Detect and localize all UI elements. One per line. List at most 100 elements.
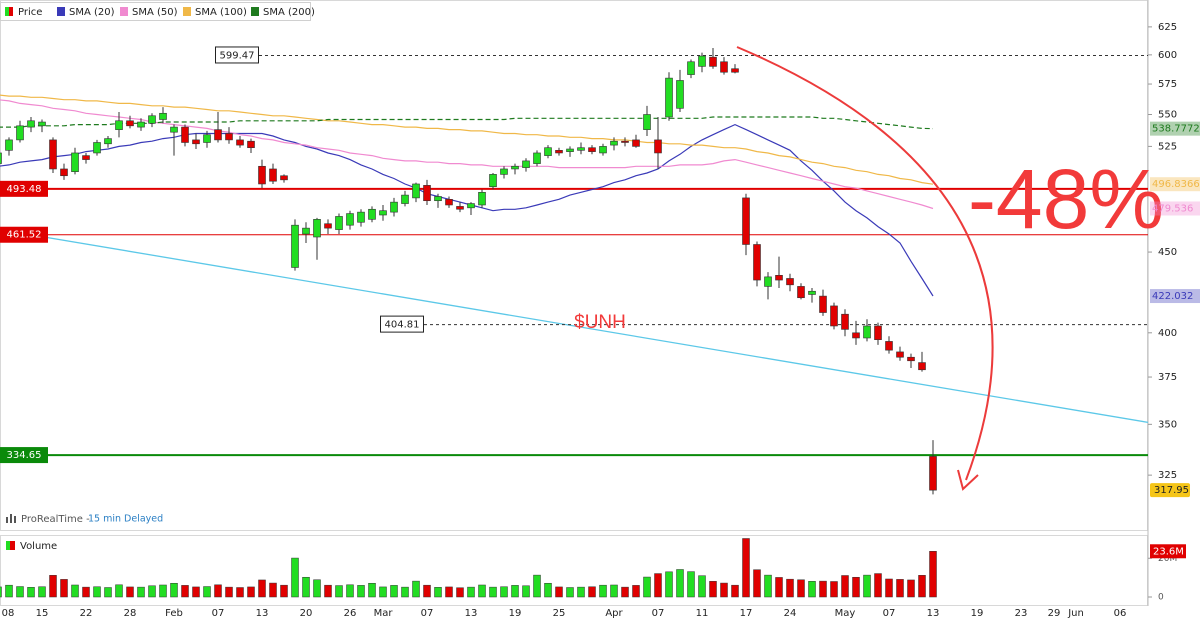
legend-swatch: [120, 7, 128, 16]
volume-bar: [698, 575, 706, 598]
x-tick-label: May: [835, 608, 856, 619]
volume-bar: [16, 586, 24, 598]
candle-body: [819, 295, 827, 313]
candle-body: [742, 197, 750, 245]
volume-bar: [478, 584, 486, 598]
candle-body: [390, 201, 398, 213]
candle-body: [808, 290, 816, 295]
candle-body: [500, 168, 508, 175]
candle-body: [313, 219, 321, 238]
volume-bar: [60, 579, 68, 598]
x-tick-label: 11: [696, 608, 709, 619]
candle-body: [137, 121, 145, 128]
volume-bar: [313, 579, 321, 598]
change-annotation: -48%: [968, 152, 1164, 246]
volume-bar: [753, 569, 761, 598]
sma-line: [0, 123, 934, 297]
candle-body: [566, 148, 574, 152]
volume-bar: [71, 584, 79, 598]
volume-bar: [500, 586, 508, 598]
volume-bar: [258, 579, 266, 598]
volume-bar: [533, 574, 541, 598]
volume-bar: [445, 586, 453, 598]
volume-bar: [665, 571, 673, 598]
candle-body: [27, 120, 35, 128]
level-label: 461.52: [7, 230, 42, 241]
volume-bar: [192, 586, 200, 598]
volume-bar: [368, 582, 376, 598]
candle-body: [214, 129, 222, 141]
volume-bar: [489, 586, 497, 598]
volume-tag: [1150, 544, 1186, 559]
y-tick-label: 625: [1158, 22, 1177, 33]
legend-label: SMA (50): [132, 7, 178, 18]
level-label: 404.81: [385, 320, 420, 331]
x-tick-label: 24: [784, 608, 797, 619]
volume-bar: [225, 586, 233, 598]
volume-bar: [863, 574, 871, 598]
level-label: 493.48: [7, 184, 42, 195]
candle-body: [665, 77, 673, 118]
candle-body: [599, 146, 607, 154]
arrow-head: [957, 469, 979, 491]
legend-swatch: [251, 7, 259, 16]
candle-body: [918, 362, 926, 371]
candle-body: [577, 147, 585, 151]
volume-bar: [731, 584, 739, 598]
level-tag: [0, 447, 48, 464]
volume-bar: [401, 586, 409, 598]
candle-body: [511, 165, 519, 170]
volume-bar: [555, 586, 563, 598]
candle-body: [676, 80, 684, 109]
trendline: [0, 228, 1149, 424]
candle-body: [401, 194, 409, 204]
candle-body: [368, 208, 376, 220]
y-tick-label: 575: [1158, 79, 1177, 90]
candle-body: [533, 152, 541, 164]
volume-bar: [599, 584, 607, 598]
candle-body: [104, 138, 112, 145]
volume-bar: [808, 581, 816, 598]
candle-body: [445, 199, 453, 206]
last-price-tag: [1150, 483, 1190, 498]
volume-bar: [236, 587, 244, 598]
candle-body: [0, 152, 2, 164]
legend-label: SMA (100): [195, 7, 247, 18]
candle-body: [93, 142, 101, 154]
candle-body: [731, 68, 739, 73]
candle-body: [489, 174, 497, 188]
x-tick-label: 07: [883, 608, 896, 619]
volume-bar: [346, 584, 354, 598]
legend-label: SMA (20): [69, 7, 115, 18]
candle-body: [929, 456, 937, 491]
candle-body: [181, 126, 189, 143]
last-price-label: 317.95: [1154, 485, 1189, 496]
volume-bar: [291, 557, 299, 598]
volume-bar: [137, 586, 145, 598]
legend-swatch: [183, 7, 191, 16]
y-tick-label: 375: [1158, 372, 1177, 383]
candle-body: [797, 286, 805, 299]
volume-bar: [115, 584, 123, 598]
candle-body: [324, 223, 332, 229]
volume-bar: [82, 586, 90, 598]
last-value-tag: [1150, 177, 1200, 192]
volume-swatch: [6, 541, 10, 550]
candle-body: [291, 224, 299, 268]
candle-body: [830, 305, 838, 327]
candle-body: [720, 61, 728, 73]
volume-bar: [93, 586, 101, 598]
x-tick-label: 26: [344, 608, 357, 619]
candle-body: [907, 356, 915, 362]
candle-body: [621, 140, 629, 143]
candle-body: [346, 213, 354, 226]
candle-body: [467, 203, 475, 209]
candle-body: [159, 112, 167, 120]
volume-bar: [423, 584, 431, 598]
candle-body: [49, 139, 57, 170]
candle-body: [753, 244, 761, 281]
y-tick-label: 325: [1158, 470, 1177, 481]
level-tag: [215, 46, 259, 64]
volume-bar: [907, 579, 915, 598]
